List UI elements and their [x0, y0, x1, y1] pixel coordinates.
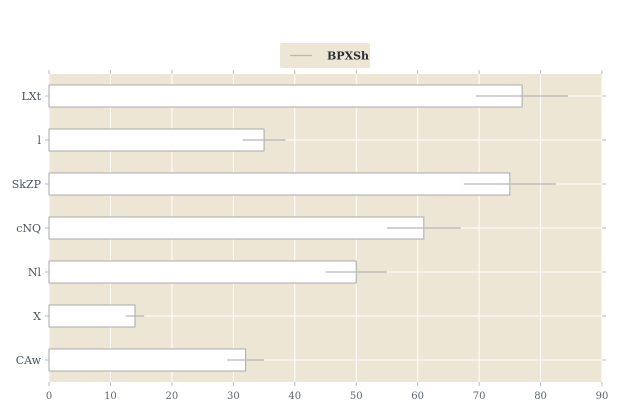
bar — [48, 128, 265, 152]
legend-label: BPXSh — [327, 50, 369, 63]
x-tick-label: 90 — [596, 391, 609, 402]
x-tick-label: 0 — [46, 391, 52, 402]
x-tick-label: 60 — [411, 391, 424, 402]
category-label: X — [33, 310, 41, 323]
bar — [48, 84, 523, 108]
x-tick-label: 70 — [473, 391, 486, 402]
category-label: cNQ — [16, 222, 41, 235]
x-tick-label: 80 — [534, 391, 547, 402]
bars-group — [48, 84, 523, 372]
category-label: CAw — [16, 354, 42, 367]
category-label: Nl — [28, 266, 42, 279]
bar — [48, 304, 136, 328]
x-tick-label: 20 — [166, 391, 179, 402]
error-bars-group — [125, 95, 569, 361]
bar — [48, 172, 511, 196]
x-tick-label: 40 — [288, 391, 301, 402]
legend-box — [280, 43, 370, 68]
x-axis: 0 10 20 30 40 50 60 70 80 90 — [46, 70, 609, 402]
category-label: SkZP — [12, 178, 42, 191]
category-label: l — [37, 134, 41, 147]
x-tick-label: 30 — [227, 391, 240, 402]
bar — [48, 216, 425, 240]
legend: BPXSh — [280, 43, 370, 68]
x-tick-label: 10 — [104, 391, 117, 402]
x-tick-label: 50 — [350, 391, 363, 402]
category-label: LXt — [21, 90, 41, 103]
bar — [48, 260, 357, 284]
y-axis: LXt l SkZP cNQ Nl X CAw — [12, 90, 606, 367]
bar — [48, 348, 247, 372]
